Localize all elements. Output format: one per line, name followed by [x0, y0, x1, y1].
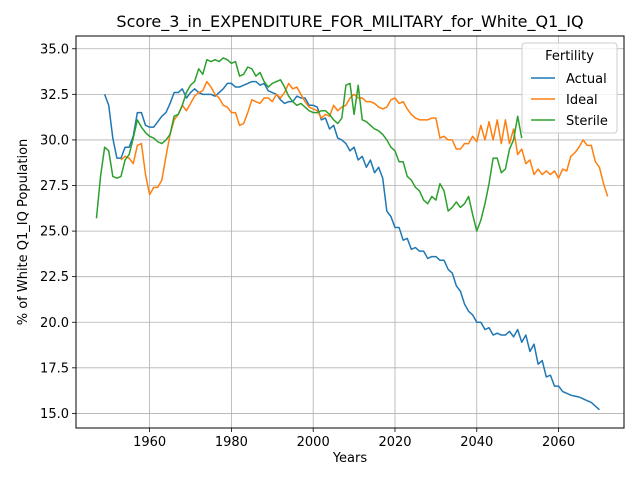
chart-title: Score_3_in_EXPENDITURE_FOR_MILITARY_for_…	[116, 12, 583, 32]
x-tick-label: 2000	[297, 435, 330, 450]
y-tick-label: 30.0	[40, 133, 69, 148]
y-axis-label: % of White Q1_IQ Population	[16, 139, 31, 326]
y-tick-label: 25.0	[40, 225, 69, 240]
x-tick-label: 2020	[378, 435, 411, 450]
y-tick-label: 27.5	[40, 179, 69, 194]
y-tick-label: 15.0	[40, 407, 69, 422]
plot-area-frame	[75, 35, 625, 429]
x-tick-label: 1980	[215, 435, 248, 450]
x-axis-label: Years	[332, 451, 368, 466]
y-tick-label: 20.0	[40, 316, 69, 331]
axis-ticks: 1960 1980 2000 2020 2040 2060 15.0 17.5 20.0 22.5…	[40, 42, 575, 450]
legend-title: Fertility	[545, 49, 594, 64]
y-tick-label: 32.5	[40, 88, 69, 103]
legend: Fertility Actual Ideal Sterile	[521, 42, 618, 134]
legend-label-ideal: Ideal	[566, 93, 598, 108]
y-tick-label: 35.0	[40, 42, 69, 57]
y-tick-label: 22.5	[40, 270, 69, 285]
x-tick-label: 2040	[460, 435, 493, 450]
grid	[76, 36, 624, 428]
x-tick-label: 1960	[133, 435, 166, 450]
series-lines	[95, 57, 609, 411]
legend-box	[521, 42, 618, 134]
series-line-ideal	[120, 80, 609, 197]
legend-label-sterile: Sterile	[566, 114, 608, 129]
series-line-actual	[103, 80, 600, 411]
y-tick-label: 17.5	[40, 361, 69, 376]
legend-label-actual: Actual	[566, 72, 607, 87]
series-line-sterile	[95, 57, 523, 232]
x-tick-label: 2060	[542, 435, 575, 450]
